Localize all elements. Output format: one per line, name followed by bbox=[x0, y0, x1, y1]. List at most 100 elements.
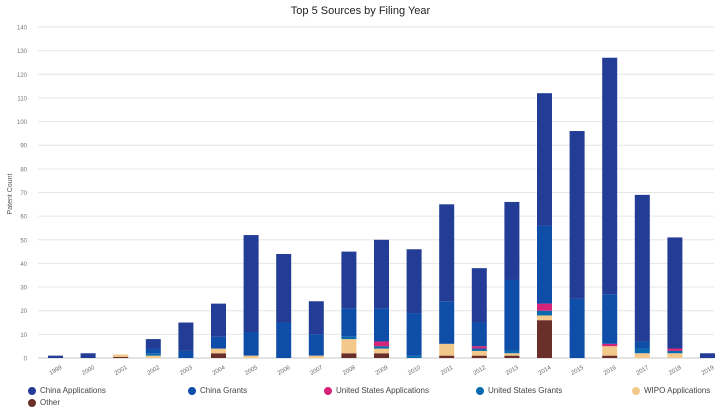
legend-swatch bbox=[476, 386, 484, 395]
bar-segment-china-grants-2015 bbox=[569, 298, 585, 358]
x-tick-label: 2014 bbox=[538, 365, 553, 377]
legend-item-wipo-applications[interactable]: WIPO Applications bbox=[632, 386, 710, 395]
bar-segment-wipo-applications-2018 bbox=[667, 353, 683, 358]
legend-label: China Applications bbox=[40, 386, 106, 395]
x-tick-label: 2008 bbox=[342, 365, 357, 377]
x-tick-label: 2002 bbox=[147, 365, 162, 377]
legend-label: China Grants bbox=[200, 386, 248, 395]
legend-swatch bbox=[324, 386, 332, 395]
y-tick-label: 90 bbox=[20, 144, 27, 150]
bar-segment-china-grants-2011 bbox=[439, 301, 455, 344]
legend-item-united-states-applications[interactable]: United States Applications bbox=[324, 386, 429, 395]
bar-segment-china-applications-1999 bbox=[48, 355, 63, 358]
x-tick-label: 2005 bbox=[244, 365, 259, 377]
bar-segment-china-grants-2016 bbox=[602, 294, 618, 344]
x-tick-label: 2013 bbox=[505, 365, 520, 377]
bar-segment-wipo-applications-2009 bbox=[374, 348, 389, 354]
bar-segment-other-2013 bbox=[504, 355, 520, 358]
bar-segment-china-grants-2017 bbox=[634, 341, 650, 349]
bar-segment-united-states-grants-2017 bbox=[634, 348, 650, 354]
x-tick-label: 2011 bbox=[440, 365, 455, 377]
bar-segment-united-states-grants-2010 bbox=[406, 355, 422, 358]
legend: China Applications China Grants United Sta… bbox=[28, 386, 718, 416]
chart-title: Top 5 Sources by Filing Year bbox=[290, 5, 431, 17]
bar-segment-china-grants-2006 bbox=[276, 322, 292, 358]
bar-segment-united-states-applications-2009 bbox=[374, 341, 389, 347]
bar-segment-other-2012 bbox=[471, 355, 487, 358]
bar-segment-china-grants-2012 bbox=[471, 322, 487, 347]
bar-segment-other-2014 bbox=[537, 320, 552, 358]
bar-segment-china-applications-2016 bbox=[602, 57, 618, 295]
legend-swatch bbox=[188, 386, 196, 395]
bar-segment-other-2004 bbox=[211, 353, 226, 358]
bar-segment-china-applications-2003 bbox=[178, 322, 194, 351]
bar-segment-wipo-applications-2012 bbox=[471, 350, 487, 356]
bar-segment-china-grants-2010 bbox=[406, 313, 422, 356]
bar-segment-wipo-applications-2013 bbox=[504, 353, 520, 356]
bar-segment-china-applications-2006 bbox=[276, 253, 292, 323]
legend-swatch bbox=[28, 386, 36, 395]
legend-item-china-grants[interactable]: China Grants bbox=[188, 386, 247, 395]
legend-item-other[interactable]: Other bbox=[28, 398, 60, 407]
bar-segment-china-applications-2013 bbox=[504, 201, 520, 280]
x-tick-label: 2016 bbox=[603, 365, 618, 377]
legend-label: United States Applications bbox=[336, 386, 429, 395]
bar-segment-china-grants-2014 bbox=[537, 225, 552, 304]
y-axis-label: Patent Count bbox=[7, 174, 14, 215]
y-tick-label: 10 bbox=[20, 333, 27, 339]
bar-segment-china-grants-2008 bbox=[341, 308, 357, 337]
bar-segment-other-2011 bbox=[439, 355, 455, 358]
bar-segment-china-applications-2007 bbox=[308, 301, 324, 335]
bar-segment-china-applications-2000 bbox=[80, 353, 96, 358]
x-tick-label: 2012 bbox=[473, 365, 488, 377]
y-tick-label: 50 bbox=[20, 238, 27, 244]
bar-segment-united-states-applications-2012 bbox=[471, 346, 487, 349]
bar-segment-united-states-grants-2018 bbox=[667, 350, 683, 354]
x-tick-label: 2019 bbox=[701, 365, 716, 377]
bar-segment-china-applications-2011 bbox=[439, 204, 455, 302]
bar-segment-united-states-grants-2014 bbox=[537, 310, 552, 316]
bar-segment-united-states-grants-2002 bbox=[145, 353, 161, 356]
bar-segment-china-applications-2005 bbox=[243, 235, 259, 332]
y-tick-label: 80 bbox=[20, 167, 27, 173]
bar-segment-china-applications-2010 bbox=[406, 249, 422, 314]
bar-segment-wipo-applications-2014 bbox=[537, 315, 552, 321]
bar-segment-wipo-applications-2011 bbox=[439, 343, 455, 356]
bar-segment-united-states-applications-2016 bbox=[602, 343, 618, 347]
stacked-bar-chart: 0 10 20 30 40 50 60 70 80 90 100 110 120 130 140 1999 2… bbox=[7, 26, 716, 377]
bar-segment-china-grants-2009 bbox=[374, 308, 389, 342]
legend-swatch bbox=[28, 398, 36, 407]
bar-segment-china-applications-2012 bbox=[471, 268, 487, 323]
bar-segment-other-2001 bbox=[113, 356, 129, 358]
y-tick-label: 110 bbox=[17, 96, 27, 102]
bar-segment-china-applications-2018 bbox=[667, 237, 683, 349]
bar-segment-united-states-grants-2009 bbox=[374, 346, 389, 349]
x-tick-label: 2000 bbox=[81, 365, 96, 377]
bar-segment-united-states-applications-2014 bbox=[537, 303, 552, 311]
x-axis-ticks: 1999 2000 2001 2002 2003 2004 2005 2006 2007 2008… bbox=[49, 365, 716, 377]
y-tick-label: 0 bbox=[24, 357, 28, 363]
bar-segment-wipo-applications-2016 bbox=[602, 346, 618, 356]
bar-segment-china-applications-2019 bbox=[700, 353, 715, 358]
x-tick-label: 2003 bbox=[179, 365, 194, 377]
y-tick-label: 130 bbox=[17, 49, 28, 55]
x-tick-label: 2010 bbox=[407, 365, 422, 377]
bar-segment-united-states-grants-2008 bbox=[341, 336, 357, 340]
bar-segment-china-grants-2007 bbox=[308, 334, 324, 356]
legend-item-china-applications[interactable]: China Applications bbox=[28, 386, 106, 395]
bar-segment-wipo-applications-2001 bbox=[113, 354, 129, 357]
x-tick-label: 2009 bbox=[375, 365, 390, 377]
x-tick-label: 2007 bbox=[310, 365, 325, 377]
y-axis-ticks: 0 10 20 30 40 50 60 70 80 90 100 110 120 130 140 bbox=[17, 26, 28, 363]
y-tick-label: 40 bbox=[20, 262, 27, 268]
legend-item-united-states-grants[interactable]: United States Grants bbox=[476, 386, 562, 395]
bars bbox=[48, 57, 715, 358]
bar-segment-other-2008 bbox=[341, 353, 357, 358]
legend-label: WIPO Applications bbox=[644, 386, 711, 395]
legend-label: Other bbox=[40, 398, 61, 407]
y-tick-label: 100 bbox=[17, 120, 28, 126]
bar-segment-china-grants-2004 bbox=[211, 336, 226, 349]
bar-segment-china-grants-2005 bbox=[243, 331, 259, 356]
bar-segment-china-applications-2015 bbox=[569, 131, 585, 299]
x-tick-label: 2004 bbox=[212, 365, 227, 377]
